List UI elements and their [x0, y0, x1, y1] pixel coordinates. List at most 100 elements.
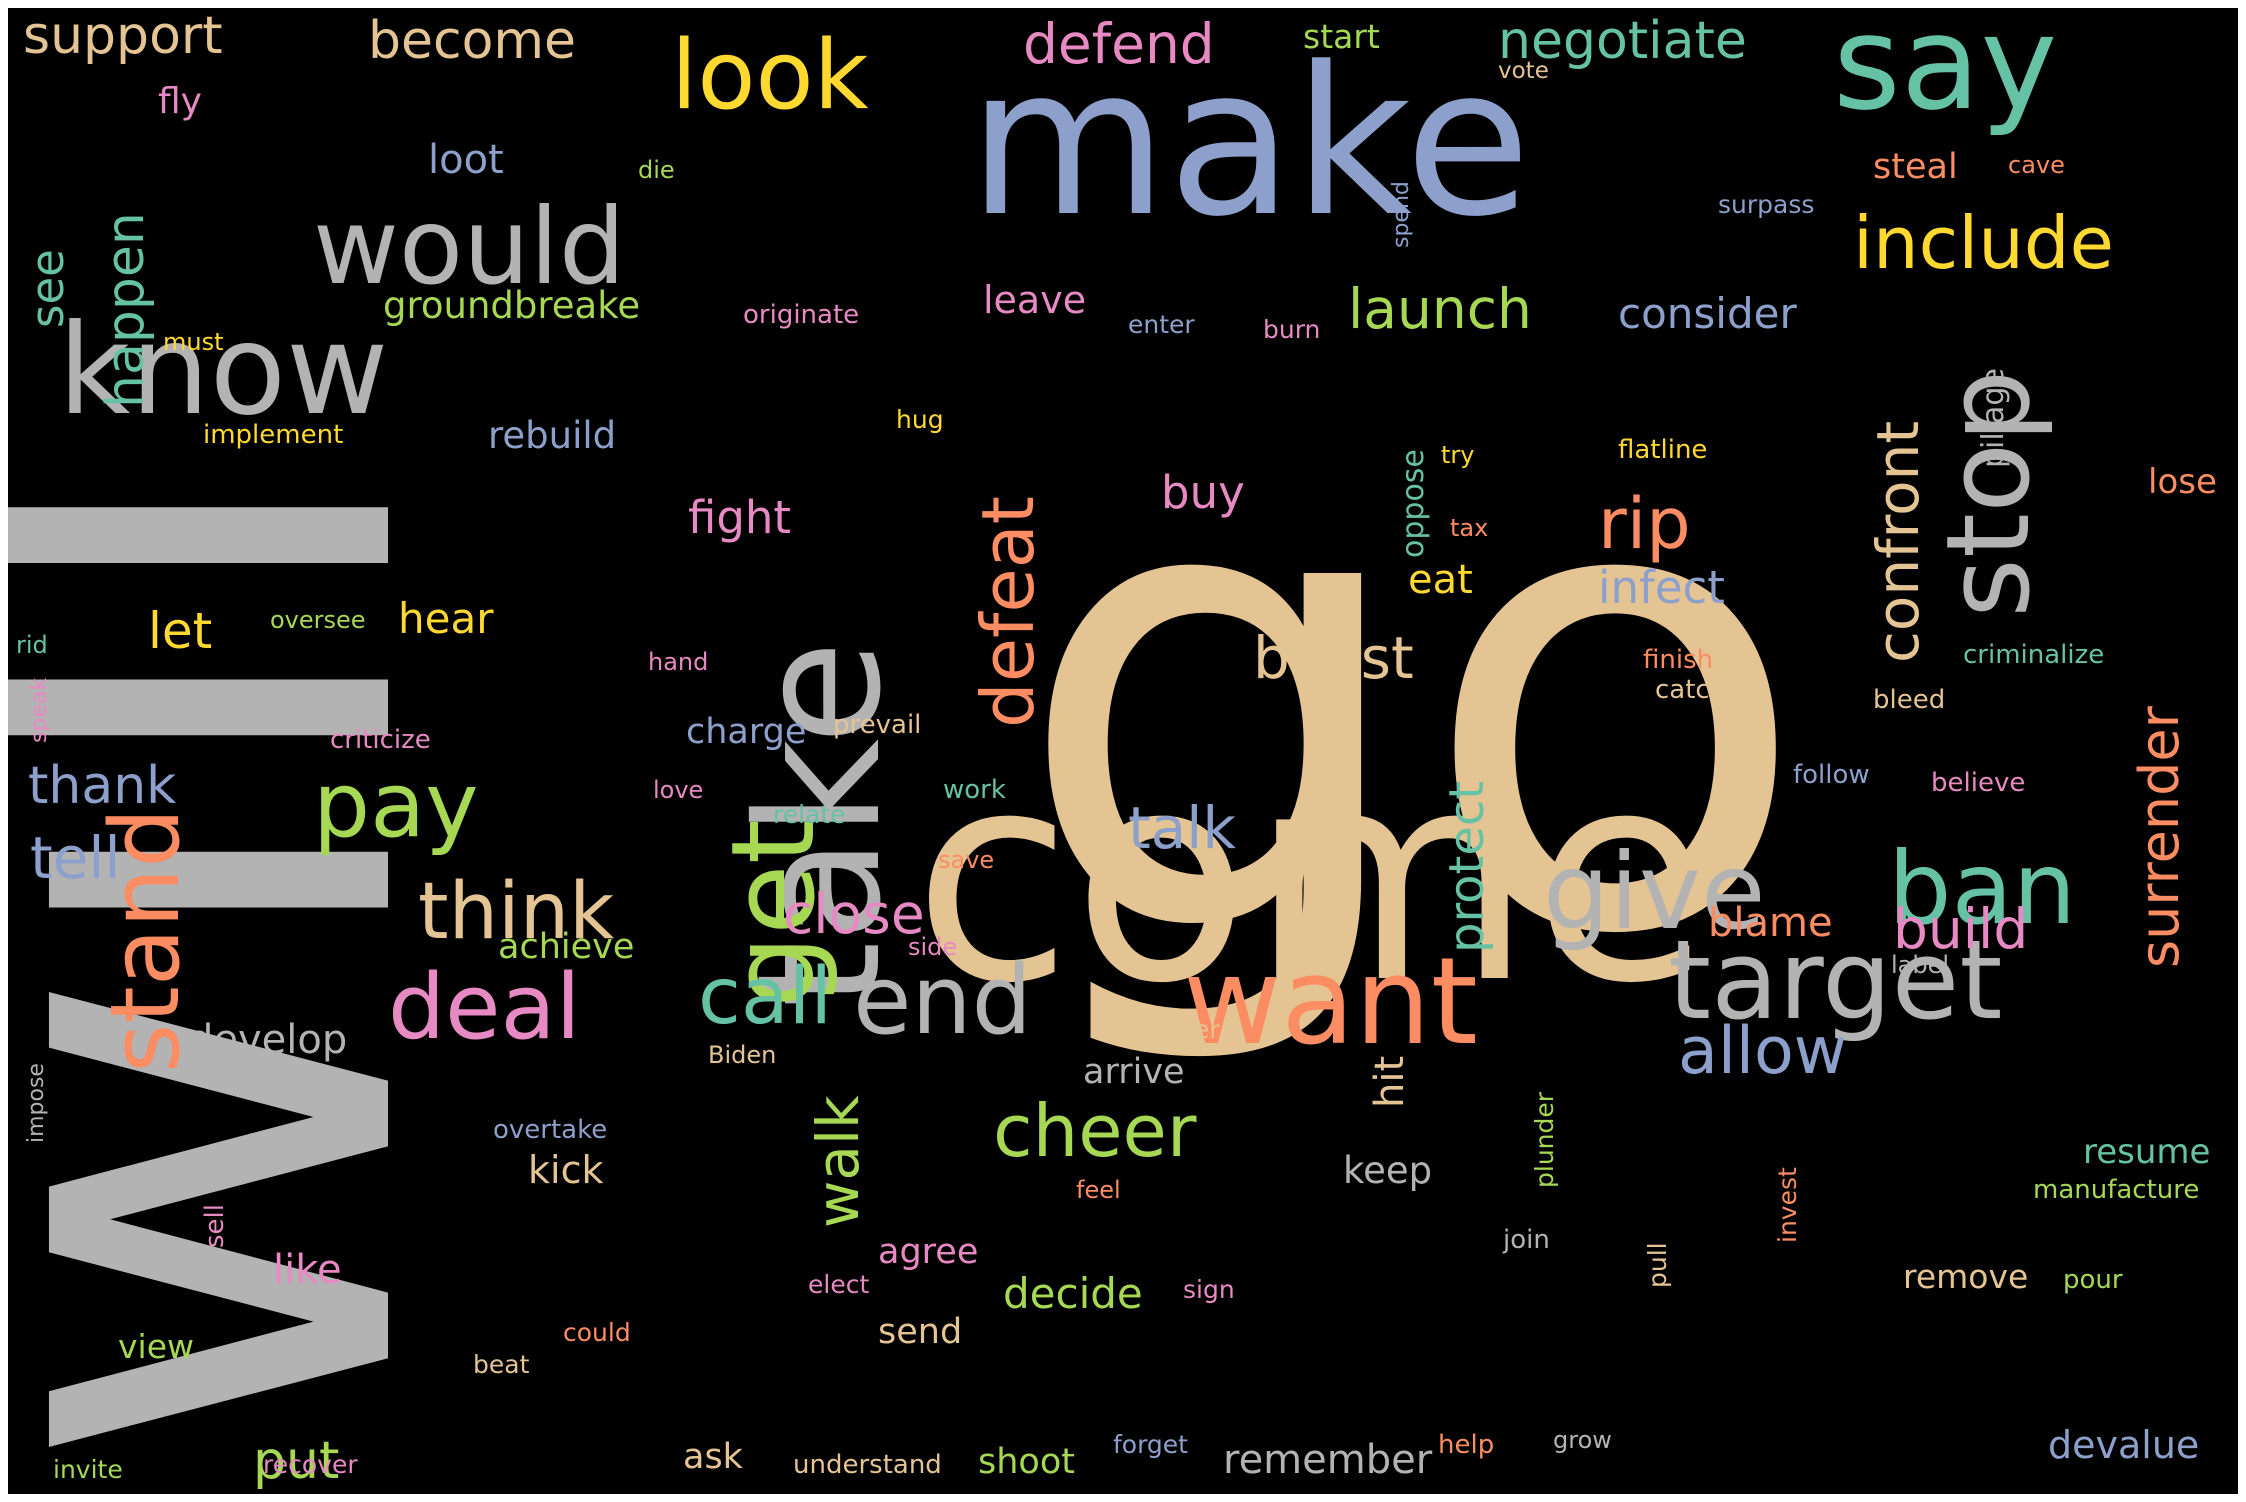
word-enter: enter	[1128, 310, 1195, 339]
word-cave: cave	[2008, 151, 2065, 179]
word-fight: fight	[688, 491, 791, 544]
word-catch: catch	[1655, 675, 1726, 705]
word-infect: infect	[1598, 561, 1725, 614]
word-criminalize: criminalize	[1963, 640, 2104, 670]
word-replace: replace	[213, 1050, 309, 1080]
word-view: view	[118, 1327, 194, 1366]
word-try: try	[1441, 441, 1474, 469]
word-label: label	[1891, 951, 1949, 979]
word-leave: leave	[983, 278, 1086, 322]
word-surrender: surrender	[2128, 705, 2191, 968]
word-overtake: overtake	[493, 1115, 607, 1145]
word-give: give	[1543, 831, 1766, 953]
word-understand: understand	[793, 1450, 942, 1480]
cloud-background	[8, 8, 2238, 1494]
word-defend: defend	[1023, 12, 1215, 76]
word-consider: consider	[1618, 289, 1797, 338]
word-loot: loot	[428, 137, 504, 183]
word-fly: fly	[158, 81, 202, 122]
word-launch: launch	[1348, 277, 1532, 341]
word-develop: develop	[188, 1017, 347, 1063]
word-decide: decide	[1003, 1269, 1143, 1318]
word-originate: originate	[743, 300, 859, 330]
word-invest: invest	[1773, 1167, 1802, 1243]
word-feel: feel	[1076, 1176, 1121, 1204]
word-hand: hand	[648, 648, 708, 676]
word-pillage: pillage	[1976, 368, 2011, 468]
word-elect: elect	[808, 1270, 869, 1299]
word-order: order	[1153, 1015, 1220, 1044]
word-arrive: arrive	[1083, 1052, 1185, 1092]
word-support: support	[23, 8, 223, 66]
word-thank: thank	[28, 756, 176, 816]
word-confront: confront	[1864, 421, 1932, 663]
word-protect: protect	[1439, 781, 1495, 953]
word-stand: stand	[91, 808, 201, 1073]
word-pay: pay	[313, 753, 479, 858]
word-know: know	[58, 298, 388, 443]
word-hit: hit	[1367, 1056, 1413, 1108]
word-eat: eat	[1408, 557, 1473, 603]
word-think: think	[418, 867, 614, 957]
word-manufacture: manufacture	[2033, 1175, 2199, 1205]
word-hug: hug	[896, 405, 944, 434]
word-call: call	[698, 952, 832, 1042]
word-cheer: cheer	[993, 1089, 1197, 1173]
word-want: want	[1183, 933, 1478, 1072]
word-shoot: shoot	[978, 1442, 1075, 1482]
word-implement: implement	[203, 420, 343, 450]
word-ban: ban	[1888, 830, 2076, 947]
word-forget: forget	[1113, 1430, 1188, 1459]
word-buy: buy	[1161, 466, 1245, 519]
word-hear: hear	[398, 594, 494, 643]
word-must: must	[163, 328, 224, 356]
word-agree: agree	[878, 1232, 978, 1272]
word-love: love	[653, 776, 703, 804]
word-prevail: prevail	[833, 710, 921, 740]
word-grow: grow	[1553, 1426, 1612, 1454]
word-put: put	[253, 1431, 339, 1491]
word-blame: blame	[1708, 900, 1833, 946]
word-groundbreake: groundbreake	[383, 284, 640, 327]
word-believe: believe	[1931, 768, 2025, 798]
word-become: become	[368, 11, 576, 71]
word-achieve: achieve	[498, 927, 634, 967]
word-target: target	[1668, 916, 2002, 1044]
word-build: build	[1893, 897, 2028, 961]
word-oppose: oppose	[1396, 449, 1431, 558]
word-get: get	[707, 819, 841, 1008]
word-join: join	[1502, 1225, 1550, 1255]
word-surpass: surpass	[1718, 190, 1814, 219]
word-burn: burn	[1263, 315, 1320, 344]
word-work: work	[943, 775, 1006, 805]
word-could: could	[563, 1318, 631, 1347]
word-come: come	[913, 710, 1711, 1047]
word-stop: stop	[1922, 370, 2056, 618]
word-rip: rip	[1598, 483, 1691, 565]
word-recover: recover	[263, 1450, 358, 1479]
word-impose: impose	[24, 1063, 49, 1143]
word-tell: tell	[30, 824, 121, 892]
word-sign: sign	[1183, 1275, 1235, 1304]
word-devalue: devalue	[2048, 1423, 2199, 1467]
word-take: take	[721, 640, 919, 1008]
word-side: side	[908, 933, 957, 961]
word-send: send	[878, 1312, 962, 1352]
word-rebuild: rebuild	[488, 414, 616, 457]
word-remove: remove	[1903, 1257, 2028, 1296]
word-relate: relate	[773, 800, 846, 829]
word-criticize: criticize	[330, 725, 431, 755]
word-kick: kick	[528, 1148, 603, 1192]
word-include: include	[1853, 201, 2114, 285]
word-plunder: plunder	[1530, 1091, 1559, 1188]
word-vote: vote	[1498, 58, 1549, 84]
word-let: let	[148, 602, 212, 660]
word-walk: walk	[804, 1095, 872, 1228]
word-negotiate: negotiate	[1498, 11, 1747, 71]
word-see: see	[21, 249, 74, 328]
word-help: help	[1438, 1430, 1494, 1460]
word-happen: happen	[96, 212, 156, 408]
word-look: look	[671, 21, 869, 131]
